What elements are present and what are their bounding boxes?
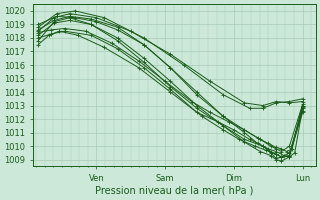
X-axis label: Pression niveau de la mer( hPa ): Pression niveau de la mer( hPa ) bbox=[95, 186, 253, 196]
